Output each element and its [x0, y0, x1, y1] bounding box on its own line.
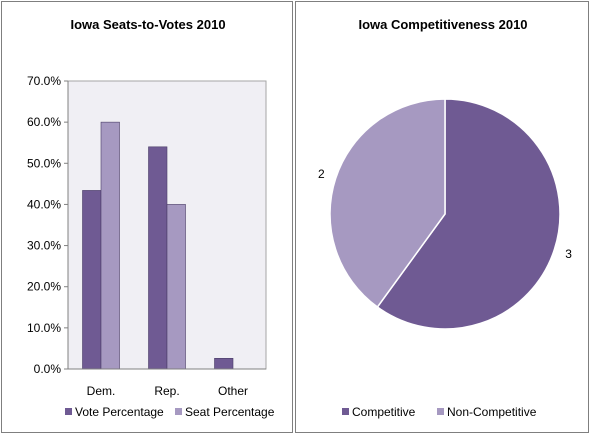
x-tick-label: Dem. [87, 384, 116, 398]
bar-chart: Iowa Seats-to-Votes 2010 0.0% 10.0% 20.0% 3… [27, 17, 275, 419]
bar-vote-percentage-1 [148, 146, 168, 370]
pie-chart-title: Iowa Competitiveness 2010 [358, 17, 527, 32]
bar-vote-percentage-0 [82, 190, 102, 370]
legend-label: Seat Percentage [185, 405, 275, 419]
y-tick-label: 0.0% [34, 362, 62, 376]
legend-swatch [175, 408, 182, 415]
x-tick-label: Other [218, 384, 248, 398]
pie-slice-label: 2 [318, 167, 325, 181]
y-tick-label: 50.0% [27, 156, 61, 170]
bar-vote-percentage-2 [214, 358, 234, 370]
legend-label: Vote Percentage [75, 405, 164, 419]
pie-slice-label: 3 [565, 247, 572, 261]
pie-chart: Iowa Competitiveness 2010 3 2 Competitive… [318, 17, 572, 419]
bar-seat-percentage-1 [166, 204, 186, 370]
seats-to-votes-panel: Iowa Seats-to-Votes 2010 0.0% 10.0% 20.0% 3… [1, 1, 293, 433]
y-tick-label: 20.0% [27, 280, 61, 294]
y-tick-label: 70.0% [27, 74, 61, 88]
bar-chart-title: Iowa Seats-to-Votes 2010 [70, 17, 225, 32]
pie-slice-competitive [376, 98, 561, 330]
legend-swatch [342, 408, 349, 415]
legend-swatch [437, 408, 444, 415]
x-tick-label: Rep. [154, 384, 179, 398]
y-tick-label: 30.0% [27, 239, 61, 253]
y-tick-label: 10.0% [27, 321, 61, 335]
legend-swatch [65, 408, 72, 415]
competitiveness-panel: Iowa Competitiveness 2010 3 2 Competitive… [295, 1, 589, 433]
y-tick-label: 40.0% [27, 197, 61, 211]
legend-label: Non-Competitive [447, 405, 537, 419]
bar-seat-percentage-0 [100, 121, 120, 370]
y-tick-label: 60.0% [27, 115, 61, 129]
legend-label: Competitive [352, 405, 416, 419]
pie-slice-non-competitive [329, 98, 446, 309]
